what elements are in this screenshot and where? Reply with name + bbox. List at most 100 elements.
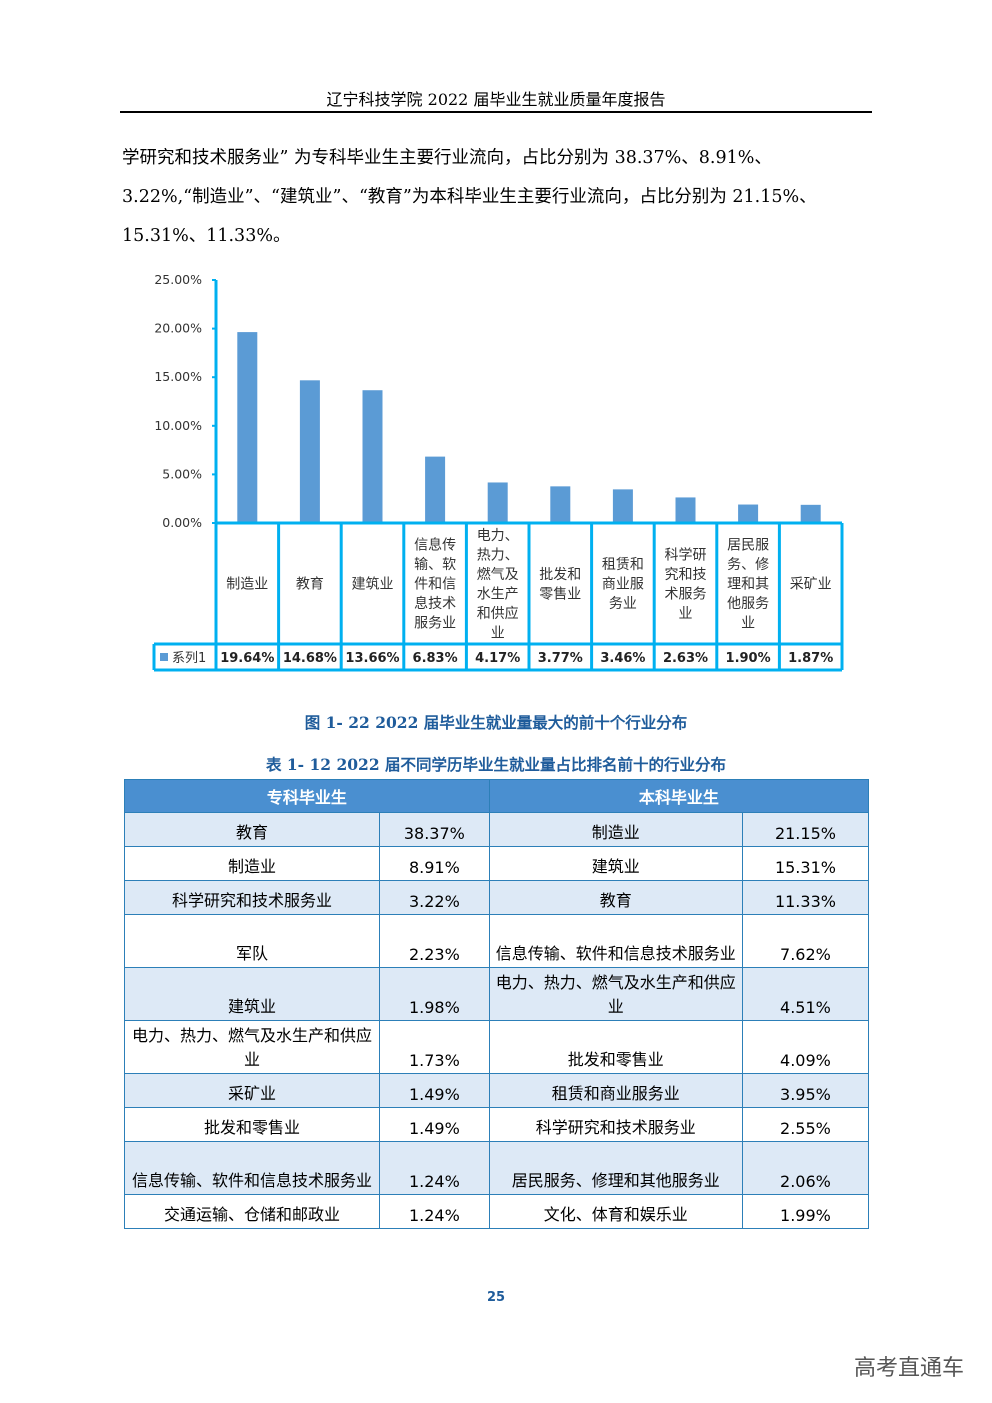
- undergraduate-percent: 4.51%: [741, 967, 870, 1021]
- undergraduate-industry: 制造业: [488, 812, 743, 847]
- y-tick-label: 5.00%: [162, 466, 202, 481]
- vocational-percent: 1.49%: [379, 1107, 490, 1142]
- header-vocational: 专科毕业生: [124, 779, 490, 813]
- y-tick-label: 15.00%: [154, 369, 202, 384]
- table-row: 采矿业 1.49% 租赁和商业服务业 3.95%: [123, 1073, 870, 1108]
- table-row: 信息传输、软件和信息技术服务业 1.24% 居民服务、修理和其他服务业 2.06%: [123, 1141, 870, 1195]
- body-paragraph: 学研究和技术服务业” 为专科毕业生主要行业流向，占比分别为 38.37%、8.9…: [122, 139, 874, 256]
- table-caption: 表 1- 12 2022 届不同学历毕业生就业量占比排名前十的行业分布: [265, 755, 726, 774]
- table-row: 交通运输、仓储和邮政业 1.24% 文化、体育和娱乐业 1.99%: [123, 1194, 870, 1229]
- industry-table: 专科毕业生 本科毕业生 教育 38.37% 制造业 21.15% 制造业 8.91% 建筑业…: [123, 779, 870, 1229]
- bar: [800, 504, 821, 523]
- data-label: 3.77%: [538, 651, 583, 666]
- x-tick-label: 信息传输、软件和信息技术服务业: [414, 537, 456, 632]
- figure-caption: 图 1- 22 2022 届毕业生就业量最大的前十个行业分布: [304, 713, 688, 732]
- table-row: 科学研究和技术服务业 3.22% 教育 11.33%: [123, 880, 870, 915]
- vocational-percent: 1.49%: [379, 1073, 490, 1108]
- table-row: 军队 2.23% 信息传输、软件和信息技术服务业 7.62%: [123, 914, 870, 968]
- bar: [299, 380, 320, 523]
- vocational-industry: 建筑业: [123, 967, 381, 1021]
- y-tick-label: 10.00%: [154, 418, 202, 433]
- x-tick-label: 电力、热力、燃气及水生产和供应业: [477, 528, 519, 642]
- bar: [550, 486, 571, 523]
- undergraduate-industry: 居民服务、修理和其他服务业: [488, 1141, 743, 1195]
- paragraph-line: 学研究和技术服务业” 为专科毕业生主要行业流向，占比分别为 38.37%、8.9…: [122, 148, 772, 168]
- undergraduate-industry: 教育: [488, 880, 743, 915]
- undergraduate-percent: 7.62%: [741, 914, 870, 968]
- vocational-industry: 电力、热力、燃气及水生产和供应业: [123, 1020, 381, 1074]
- data-label: 1.90%: [726, 651, 771, 666]
- x-tick-label: 租赁和商业服务业: [602, 557, 644, 612]
- x-tick-label: 采矿业: [790, 577, 832, 593]
- undergraduate-percent: 1.99%: [741, 1194, 870, 1229]
- vocational-industry: 采矿业: [123, 1073, 381, 1108]
- undergraduate-industry: 信息传输、软件和信息技术服务业: [488, 914, 743, 968]
- data-label: 6.83%: [413, 651, 458, 666]
- vocational-percent: 1.24%: [379, 1194, 490, 1229]
- table-row: 批发和零售业 1.49% 科学研究和技术服务业 2.55%: [123, 1107, 870, 1142]
- vocational-percent: 2.23%: [379, 914, 490, 968]
- x-tick-label: 居民服务、修理和其他服务业: [727, 538, 769, 632]
- vocational-industry: 制造业: [123, 846, 381, 881]
- paragraph-line: 3.22%,“制造业”、“建筑业”、“教育”为本科毕业生主要行业流向，占比分别为…: [122, 187, 817, 207]
- vocational-percent: 1.24%: [379, 1141, 490, 1195]
- header-rule: [120, 111, 872, 113]
- bar: [738, 504, 759, 523]
- table-row: 制造业 8.91% 建筑业 15.31%: [123, 846, 870, 881]
- undergraduate-percent: 21.15%: [741, 812, 870, 847]
- data-label: 2.63%: [663, 651, 708, 666]
- paragraph-line: 15.31%、11.33%。: [122, 226, 291, 246]
- undergraduate-percent: 15.31%: [741, 846, 870, 881]
- bar: [362, 390, 383, 523]
- data-label: 13.66%: [345, 651, 399, 666]
- undergraduate-percent: 2.55%: [741, 1107, 870, 1142]
- undergraduate-percent: 4.09%: [741, 1020, 870, 1074]
- vocational-percent: 1.73%: [379, 1020, 490, 1074]
- data-label: 1.87%: [788, 651, 833, 666]
- x-tick-label: 制造业: [226, 577, 268, 593]
- undergraduate-percent: 3.95%: [741, 1073, 870, 1108]
- data-label: 4.17%: [475, 651, 520, 666]
- x-tick-label: 科学研究和技术服务业: [665, 547, 707, 622]
- vocational-percent: 3.22%: [379, 880, 490, 915]
- undergraduate-industry: 批发和零售业: [488, 1020, 743, 1074]
- table-row: 教育 38.37% 制造业 21.15%: [123, 812, 870, 847]
- vocational-industry: 交通运输、仓储和邮政业: [123, 1194, 381, 1229]
- header-undergraduate: 本科毕业生: [488, 779, 870, 813]
- table-row: 建筑业 1.98% 电力、热力、燃气及水生产和供应业 4.51%: [123, 967, 870, 1021]
- watermark: 高考直通车: [853, 1356, 964, 1381]
- bar: [487, 482, 508, 523]
- undergraduate-percent: 2.06%: [741, 1141, 870, 1195]
- undergraduate-industry: 租赁和商业服务业: [488, 1073, 743, 1108]
- x-tick-label: 教育: [296, 577, 324, 593]
- legend-swatch: [160, 653, 168, 661]
- vocational-industry: 科学研究和技术服务业: [123, 880, 381, 915]
- vocational-percent: 1.98%: [379, 967, 490, 1021]
- page-number: 25: [486, 1290, 506, 1305]
- undergraduate-industry: 科学研究和技术服务业: [488, 1107, 743, 1142]
- undergraduate-industry: 电力、热力、燃气及水生产和供应业: [488, 967, 743, 1021]
- bar: [612, 489, 633, 523]
- vocational-percent: 8.91%: [379, 846, 490, 881]
- industry-bar-chart: 0.00% 5.00% 10.00% 15.00% 20.00% 25.00% 制造业 教育 建…: [152, 272, 844, 672]
- undergraduate-industry: 文化、体育和娱乐业: [488, 1194, 743, 1229]
- data-label: 3.46%: [600, 651, 645, 666]
- bar: [675, 497, 696, 523]
- legend-label: 系列1: [172, 651, 206, 666]
- table-row: 电力、热力、燃气及水生产和供应业 1.73% 批发和零售业 4.09%: [123, 1020, 870, 1074]
- undergraduate-industry: 建筑业: [488, 846, 743, 881]
- x-tick-label: 批发和零售业: [539, 567, 581, 603]
- page-header: 辽宁科技学院 2022 届毕业生就业质量年度报告: [326, 90, 666, 109]
- y-tick-label: 20.00%: [154, 321, 202, 336]
- bar: [425, 456, 446, 523]
- y-tick-label: 0.00%: [162, 515, 202, 530]
- data-label: 14.68%: [283, 651, 337, 666]
- vocational-industry: 信息传输、软件和信息技术服务业: [123, 1141, 381, 1195]
- bar: [237, 332, 258, 523]
- undergraduate-percent: 11.33%: [741, 880, 870, 915]
- data-label: 19.64%: [220, 651, 274, 666]
- vocational-industry: 军队: [123, 914, 381, 968]
- vocational-industry: 批发和零售业: [123, 1107, 381, 1142]
- vocational-percent: 38.37%: [379, 812, 490, 847]
- x-tick-label: 建筑业: [352, 577, 394, 593]
